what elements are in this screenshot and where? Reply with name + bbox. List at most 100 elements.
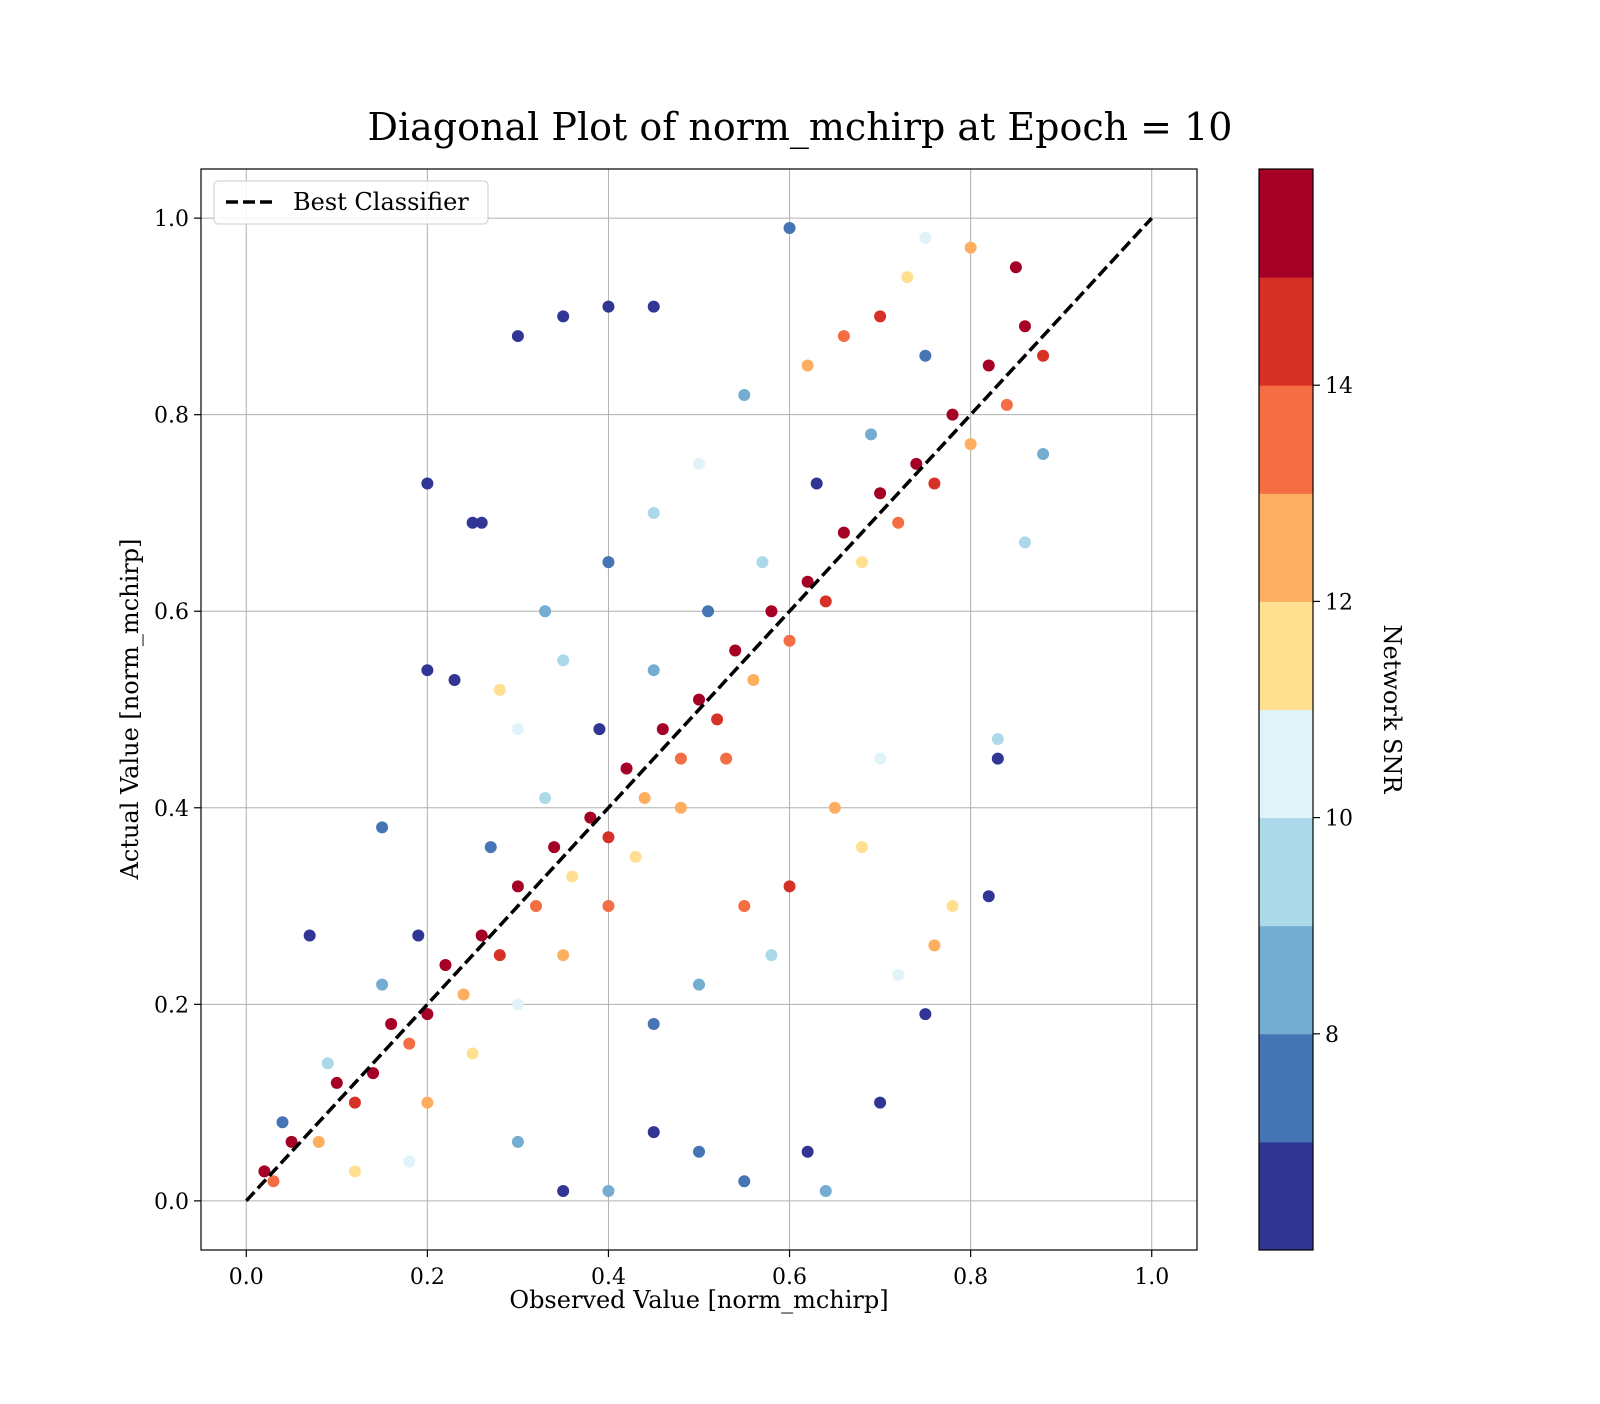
scatter-point (620, 762, 633, 775)
scatter-point (439, 959, 452, 972)
scatter-point (457, 988, 470, 1001)
scatter-point (647, 506, 660, 519)
scatter-point (348, 1096, 361, 1109)
scatter-point (511, 330, 524, 343)
scatter-point (1009, 261, 1022, 274)
scatter-point (557, 949, 570, 962)
scatter-point (711, 713, 724, 726)
chart-title: Diagonal Plot of norm_mchirp at Epoch = … (368, 105, 1233, 150)
scatter-point (693, 1145, 705, 1158)
y-tick-label: 0.6 (154, 600, 189, 625)
y-axis-label: Actual Value [norm_mchirp] (116, 539, 144, 881)
x-tick-label: 0.6 (772, 1265, 807, 1290)
scatter-point (991, 732, 1004, 745)
x-ticks: 0.0 0.2 0.4 0.6 0.8 1.0 (229, 1250, 1169, 1290)
scatter-point (874, 1096, 887, 1109)
colorbar-segment (1259, 169, 1313, 278)
scatter-point (892, 516, 905, 529)
scatter-point (276, 1116, 289, 1129)
y-tick-label: 0.0 (154, 1190, 189, 1215)
scatter-point (466, 1047, 479, 1060)
scatter-point (412, 929, 425, 942)
scatter-point (901, 271, 914, 284)
scatter-point (638, 791, 651, 804)
scatter-point (593, 723, 606, 736)
scatter-point (367, 1067, 380, 1080)
scatter-point (674, 801, 687, 814)
colorbar-segment (1259, 385, 1313, 494)
scatter-point (493, 949, 506, 962)
scatter-point (837, 330, 850, 343)
scatter-point (919, 349, 932, 362)
scatter-point (376, 978, 389, 991)
scatter-point (855, 556, 868, 569)
scatter-point (919, 1008, 932, 1021)
scatter-point (946, 408, 959, 421)
scatter-point (928, 477, 941, 490)
scatter-point (702, 605, 715, 618)
scatter-point (647, 664, 660, 677)
y-tick-label: 0.8 (154, 404, 189, 429)
scatter-point (267, 1175, 280, 1188)
scatter-point (548, 841, 561, 854)
scatter-point (1018, 320, 1031, 333)
scatter-point (1037, 447, 1050, 460)
x-tick-label: 0.2 (410, 1265, 445, 1290)
scatter-point (738, 1175, 751, 1188)
scatter-point (348, 1165, 361, 1178)
x-tick-label: 0.8 (953, 1265, 988, 1290)
scatter-point (982, 359, 995, 372)
scatter-point (466, 516, 479, 529)
scatter-point (602, 300, 615, 313)
scatter-point (756, 556, 769, 569)
scatter-point (566, 870, 579, 883)
scatter-point (801, 359, 814, 372)
scatter-point (484, 841, 497, 854)
scatter-point (557, 1185, 570, 1198)
scatter-point (738, 389, 751, 402)
scatter-point (828, 801, 841, 814)
colorbar-segment (1259, 277, 1313, 386)
scatter-point (819, 595, 832, 608)
scatter-point (874, 752, 887, 765)
colorbar-segment (1259, 709, 1313, 819)
scatter-point (819, 1185, 832, 1198)
scatter-point (312, 1135, 325, 1148)
scatter-point (602, 900, 615, 913)
scatter-point (385, 1017, 398, 1030)
scatter-point (421, 477, 434, 490)
scatter-point (674, 752, 687, 765)
colorbar-segment (1259, 817, 1313, 927)
scatter-point (801, 1145, 814, 1158)
scatter-point (602, 831, 615, 844)
scatter-point (602, 1185, 615, 1198)
scatter-point (783, 634, 796, 647)
colorbar-frame (1258, 168, 1314, 1251)
scatter-point (421, 664, 434, 677)
legend: Best Classifier (213, 180, 489, 225)
colorbar-segment (1259, 1141, 1313, 1251)
colorbar-segment (1259, 1033, 1313, 1143)
plot-frame (200, 168, 1198, 1251)
scatter-point (783, 880, 796, 893)
scatter-point (783, 221, 796, 234)
colorbar-tick-label: 8 (1325, 1023, 1339, 1048)
scatter-point (656, 723, 669, 736)
y-ticks: 0.0 0.2 0.4 0.6 0.8 1.0 (154, 207, 201, 1215)
points-layer (258, 221, 1050, 1198)
scatter-point (1037, 349, 1050, 362)
scatter-point (321, 1057, 334, 1070)
scatter-point (874, 310, 887, 323)
scatter-point (765, 605, 778, 618)
scatter-point (810, 477, 823, 490)
reference-line-layer (244, 216, 1154, 1203)
scatter-point (729, 644, 742, 657)
scatter-point (539, 791, 552, 804)
colorbar-tick-label: 14 (1325, 374, 1353, 399)
scatter-point (865, 428, 878, 441)
y-tick-label: 1.0 (154, 207, 189, 232)
scatter-point (285, 1135, 298, 1148)
scatter-point (747, 674, 760, 687)
